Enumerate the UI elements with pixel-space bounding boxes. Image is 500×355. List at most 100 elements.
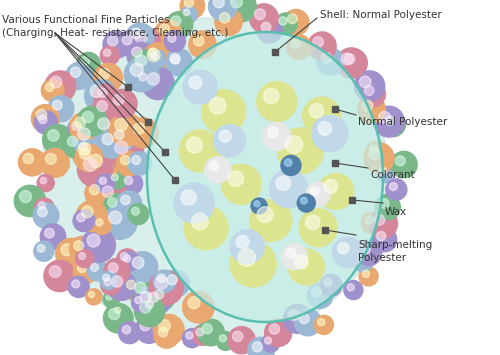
Circle shape [70, 113, 98, 141]
Circle shape [94, 84, 118, 108]
Circle shape [134, 123, 144, 134]
Circle shape [214, 125, 246, 157]
Circle shape [100, 271, 118, 289]
Circle shape [338, 242, 349, 254]
Circle shape [98, 118, 110, 130]
Circle shape [68, 136, 78, 146]
Circle shape [142, 43, 176, 77]
Circle shape [344, 280, 363, 300]
Circle shape [358, 95, 386, 123]
Circle shape [142, 67, 174, 100]
Circle shape [103, 291, 120, 307]
Circle shape [86, 289, 102, 305]
Circle shape [186, 332, 193, 339]
Circle shape [157, 274, 166, 283]
Circle shape [97, 101, 108, 111]
Circle shape [68, 117, 92, 141]
Circle shape [236, 235, 249, 248]
Circle shape [171, 16, 181, 26]
Circle shape [360, 81, 386, 107]
Circle shape [184, 0, 194, 7]
Circle shape [130, 28, 141, 39]
Circle shape [38, 202, 46, 209]
Circle shape [136, 287, 164, 315]
Circle shape [77, 106, 107, 136]
Ellipse shape [147, 32, 383, 322]
Circle shape [122, 276, 146, 300]
Text: Normal Polyester: Normal Polyester [358, 117, 448, 127]
Circle shape [252, 342, 262, 352]
Circle shape [73, 259, 98, 284]
Circle shape [198, 319, 224, 346]
Circle shape [120, 251, 140, 271]
Circle shape [104, 193, 128, 218]
Circle shape [23, 153, 34, 164]
Circle shape [104, 258, 130, 284]
Circle shape [378, 111, 390, 123]
Circle shape [112, 174, 118, 181]
Circle shape [180, 6, 198, 23]
Circle shape [320, 274, 342, 296]
Circle shape [261, 22, 271, 32]
Circle shape [228, 171, 244, 186]
Circle shape [32, 105, 59, 132]
Circle shape [154, 270, 176, 293]
Circle shape [122, 35, 132, 45]
Circle shape [158, 320, 170, 331]
Circle shape [354, 71, 384, 101]
Circle shape [232, 331, 243, 342]
Circle shape [88, 291, 94, 297]
Circle shape [180, 0, 204, 18]
Circle shape [230, 0, 242, 8]
Circle shape [369, 148, 380, 159]
Circle shape [66, 62, 92, 89]
Circle shape [124, 176, 132, 185]
Circle shape [81, 56, 90, 65]
Circle shape [94, 64, 122, 92]
Circle shape [97, 181, 127, 211]
Circle shape [78, 263, 86, 273]
Circle shape [264, 320, 291, 346]
Circle shape [269, 324, 280, 334]
Circle shape [104, 304, 133, 333]
Circle shape [140, 292, 151, 302]
Circle shape [136, 70, 156, 91]
Circle shape [40, 224, 66, 250]
Circle shape [283, 305, 312, 333]
Circle shape [73, 210, 95, 231]
Circle shape [128, 118, 158, 148]
Circle shape [96, 219, 103, 226]
Circle shape [182, 291, 214, 323]
Circle shape [356, 253, 364, 261]
Circle shape [33, 203, 59, 228]
Circle shape [118, 31, 144, 56]
Circle shape [344, 54, 355, 64]
Circle shape [108, 36, 118, 46]
Circle shape [49, 266, 61, 278]
Circle shape [89, 154, 102, 168]
Circle shape [166, 11, 192, 38]
Circle shape [34, 198, 54, 218]
Circle shape [120, 195, 130, 205]
Circle shape [395, 156, 406, 166]
Circle shape [365, 216, 373, 224]
Circle shape [205, 157, 231, 183]
Circle shape [106, 294, 112, 300]
Circle shape [155, 20, 182, 47]
Circle shape [106, 271, 136, 300]
Circle shape [132, 47, 142, 57]
Circle shape [48, 130, 59, 141]
Circle shape [366, 141, 386, 162]
Circle shape [390, 182, 398, 191]
Circle shape [318, 318, 325, 326]
Circle shape [380, 199, 389, 208]
Circle shape [250, 4, 278, 33]
Circle shape [298, 194, 316, 212]
Circle shape [148, 49, 160, 61]
Circle shape [310, 186, 320, 196]
Circle shape [134, 297, 141, 304]
Circle shape [109, 211, 122, 224]
Circle shape [82, 228, 116, 262]
Circle shape [215, 8, 242, 36]
Circle shape [356, 240, 382, 266]
